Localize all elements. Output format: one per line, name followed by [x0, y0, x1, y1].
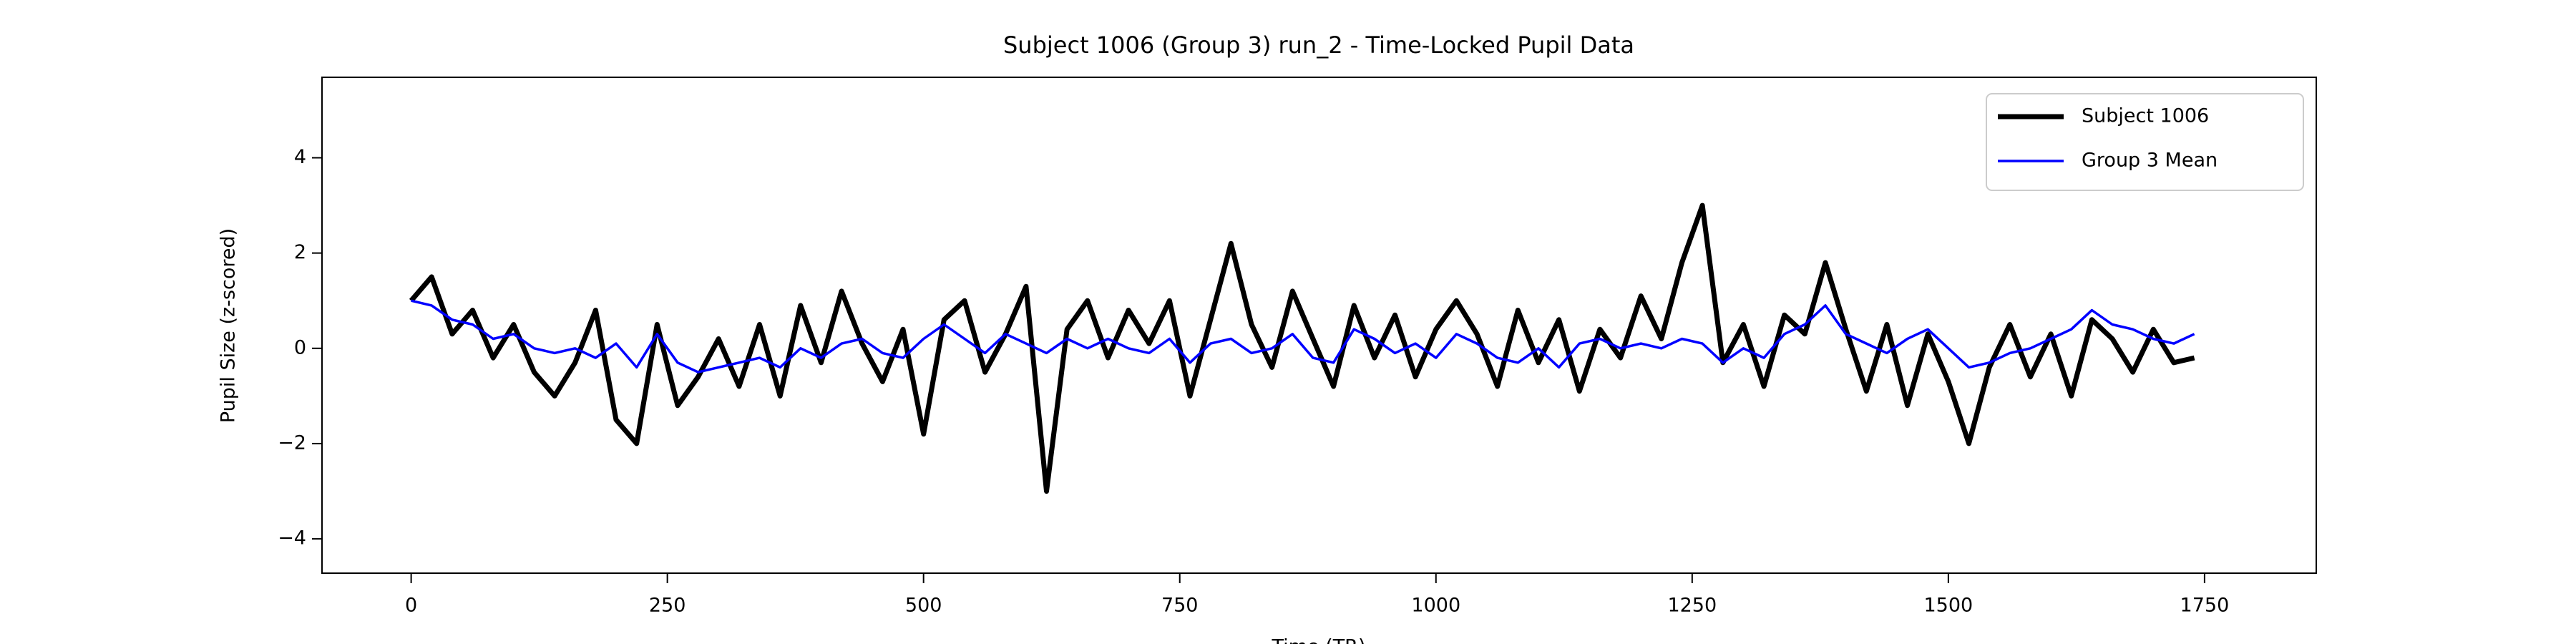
- x-tick-label: 1750: [2180, 595, 2230, 617]
- plot-frame: [321, 77, 2317, 574]
- x-axis-label: Time (TR): [1272, 636, 1366, 644]
- x-tick-label: 250: [649, 595, 686, 617]
- y-tick-label: 0: [294, 336, 306, 358]
- x-tick-label: 1000: [1411, 595, 1460, 617]
- x-tick-label: 500: [905, 595, 942, 617]
- y-tick-label: −2: [278, 431, 306, 454]
- x-tick-label: 1500: [1923, 595, 1973, 617]
- y-tick-label: 2: [294, 241, 306, 263]
- data-line: [411, 299, 2195, 374]
- y-tick-label: 4: [294, 146, 306, 168]
- x-tick-label: 1250: [1667, 595, 1717, 617]
- legend-label: Group 3 Mean: [2082, 150, 2218, 172]
- y-axis-label: Pupil Size (z-scored): [218, 228, 240, 423]
- legend-label: Subject 1006: [2082, 105, 2209, 127]
- legend-box: [1986, 93, 2304, 191]
- x-tick-label: 750: [1161, 595, 1199, 617]
- x-tick-label: 0: [405, 595, 417, 617]
- y-tick-label: −4: [278, 527, 306, 550]
- data-line: [409, 203, 2195, 494]
- chart-title: Subject 1006 (Group 3) run_2 - Time-Lock…: [1003, 31, 1634, 59]
